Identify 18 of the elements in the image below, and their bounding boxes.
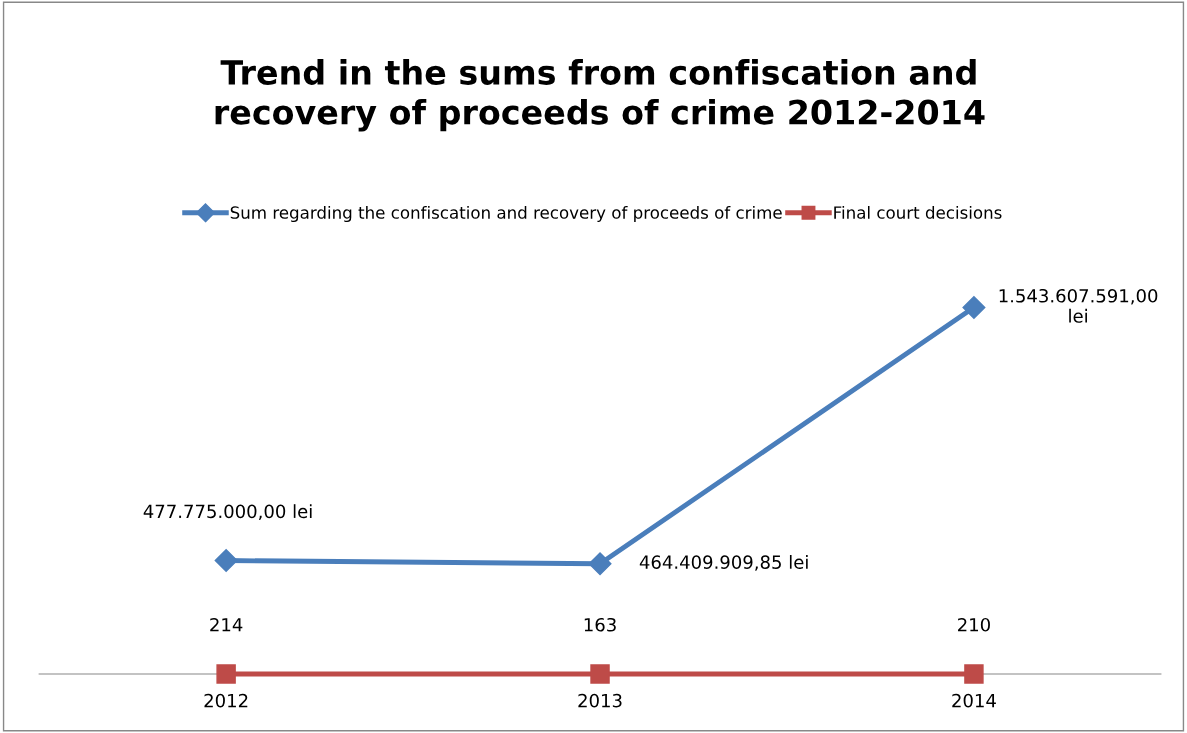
- x-tick-label: 2013: [578, 693, 622, 708]
- point: [588, 552, 612, 576]
- data-label: 477.775.000,00 lei: [143, 504, 312, 521]
- point: [216, 664, 236, 684]
- legend-label: Sum regarding the confiscation and recovery of proceeds of crime: [230, 205, 782, 223]
- data-label: 210: [958, 617, 990, 632]
- data-label: 1.543.607.591,00 lei: [999, 288, 1158, 323]
- point: [964, 664, 984, 684]
- data-label: 214: [210, 617, 243, 632]
- legend-label: Final court decisions: [834, 205, 1002, 219]
- point: [214, 549, 238, 573]
- x-tick-label: 2014: [952, 693, 996, 708]
- x-tick-label: 2012: [204, 693, 248, 708]
- point: [962, 295, 986, 319]
- point: [590, 664, 610, 684]
- chart-title: Trend in the sums from confiscation and recovery of proceeds of crime 2012-2014: [215, 59, 985, 132]
- data-label: 464.409.909,85 lei: [639, 554, 808, 571]
- data-label: 163: [584, 617, 616, 632]
